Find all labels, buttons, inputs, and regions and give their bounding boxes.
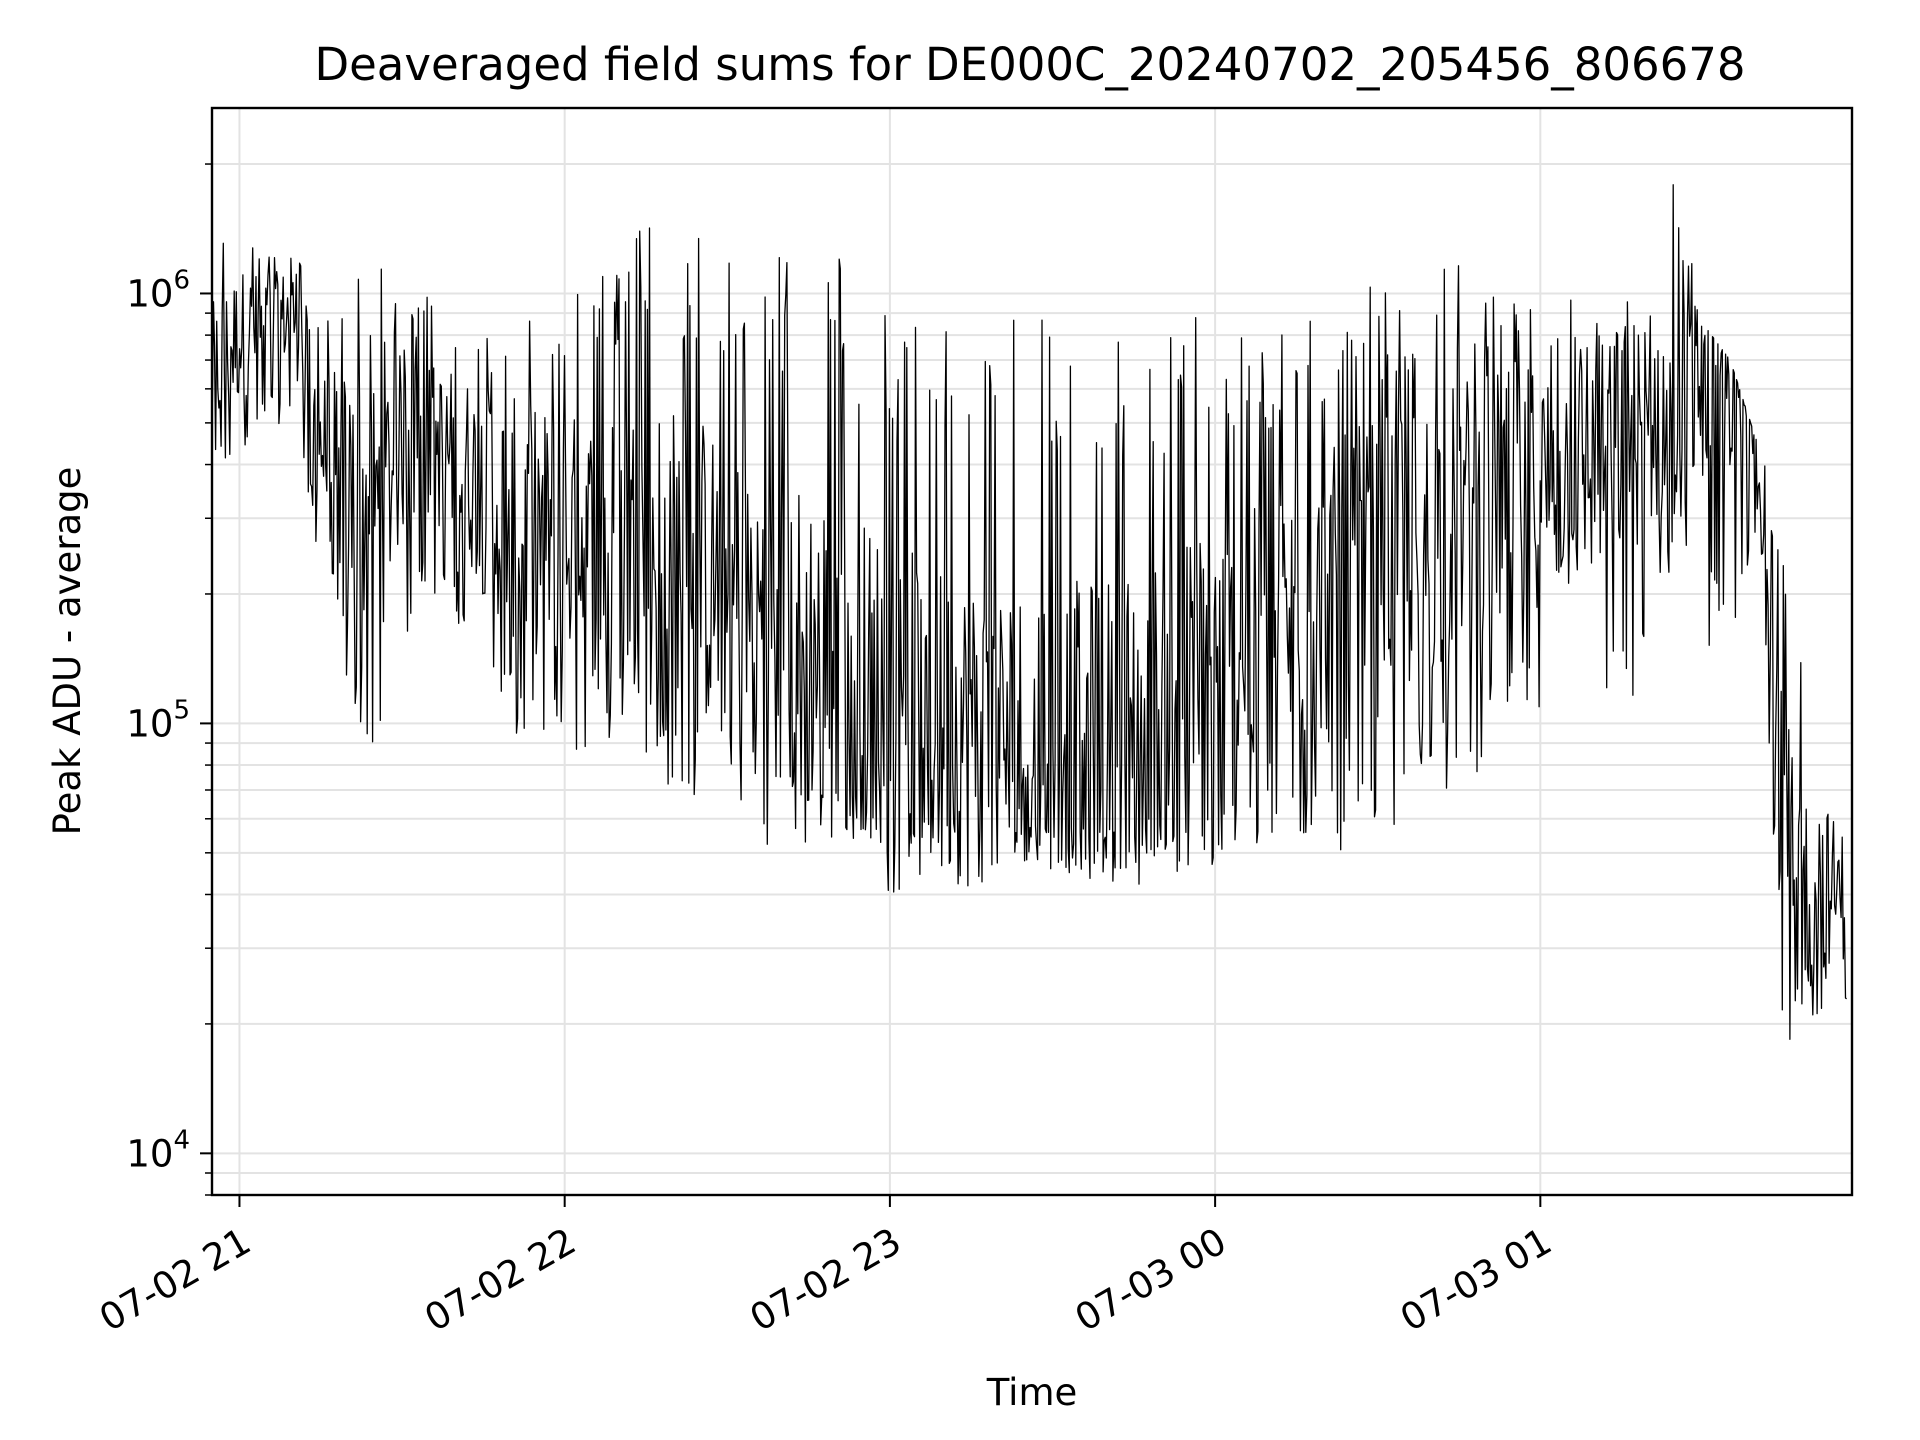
y-tick-exponent: 5 xyxy=(173,695,190,725)
y-tick-base: 10 xyxy=(126,272,173,315)
y-tick-base: 10 xyxy=(126,702,173,745)
y-tick-base: 10 xyxy=(126,1132,173,1175)
y-tick-exponent: 4 xyxy=(173,1125,190,1155)
plot-frame xyxy=(210,106,1854,1197)
y-axis-label: Peak ADU - average xyxy=(46,467,89,836)
x-axis-label: Time xyxy=(986,1371,1078,1414)
series xyxy=(211,184,1847,1040)
chart-title: Deaveraged field sums for DE000C_2024070… xyxy=(314,38,1745,91)
y-tick-label: 104 xyxy=(126,1125,190,1175)
y-tick-exponent: 6 xyxy=(173,265,190,295)
y-tick-label: 105 xyxy=(126,695,190,745)
y-tick-label: 106 xyxy=(126,265,190,315)
series-line xyxy=(211,184,1847,1040)
